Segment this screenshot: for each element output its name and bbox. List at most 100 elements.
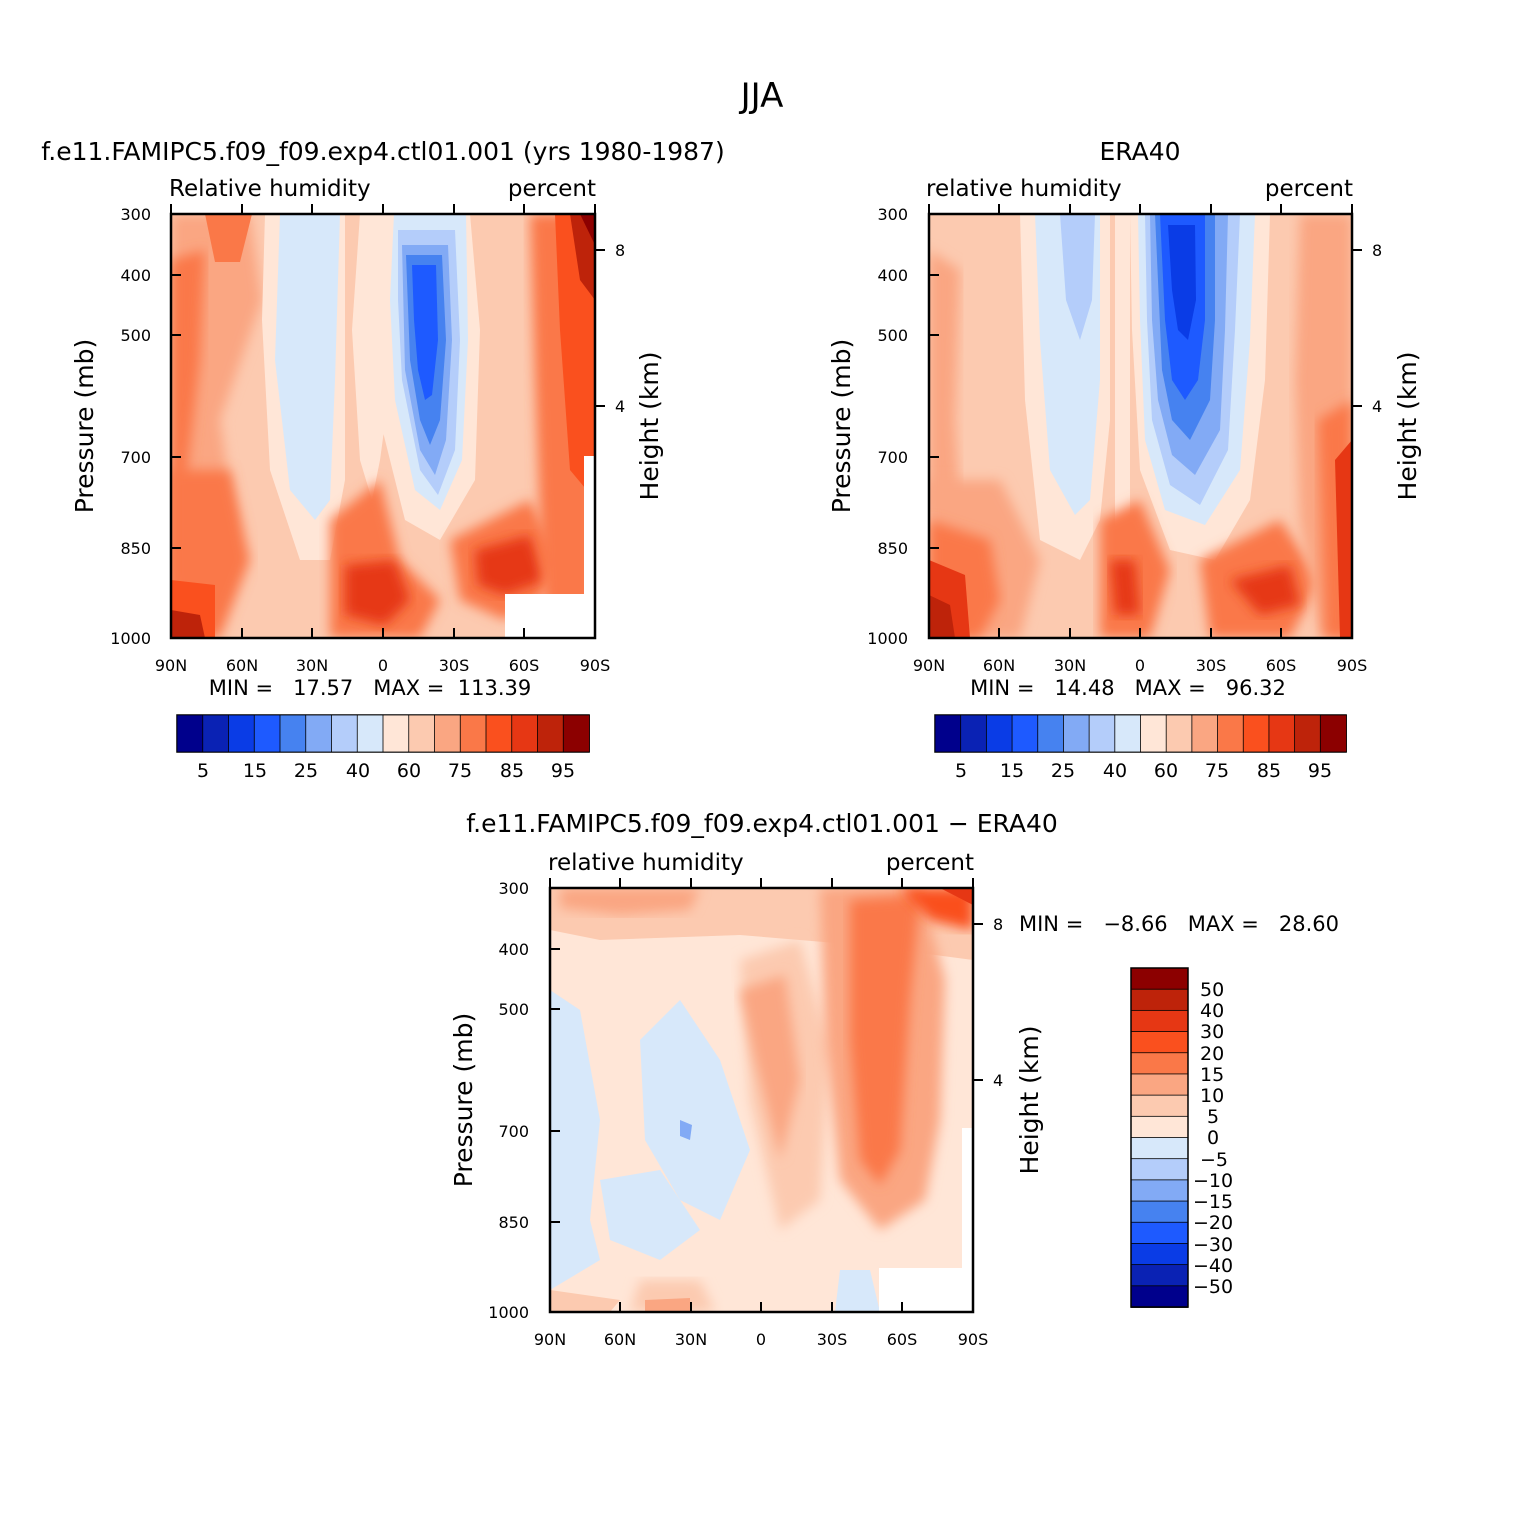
colorbar-label: 25	[1051, 760, 1075, 782]
colorbar-cell	[485, 714, 513, 753]
tick-label: 30S	[1196, 656, 1227, 675]
colorbar-cell	[537, 714, 565, 753]
tick-label: 400	[877, 266, 908, 285]
colorbar-label: 40	[1103, 760, 1127, 782]
panel-era40-field	[929, 214, 1352, 638]
colorbar-cell	[1130, 1179, 1189, 1202]
tick-label: 0	[1135, 656, 1145, 675]
tick-label: 850	[498, 1213, 529, 1232]
colorbar-label: −10	[1193, 1170, 1233, 1192]
colorbar-cell	[1130, 1115, 1189, 1139]
panel-difference-axes	[549, 878, 983, 1312]
colorbar-label: 85	[500, 760, 524, 782]
colorbar-cell	[356, 714, 384, 753]
colorbar-cell	[1217, 714, 1245, 753]
colorbar-cell	[1268, 714, 1296, 753]
tick-label: 300	[120, 205, 151, 224]
colorbar-label: −5	[1200, 1149, 1228, 1171]
tick-label: 1000	[867, 629, 908, 648]
min-max-text: MIN = 14.48 MAX = 96.32	[970, 676, 1286, 700]
colorbar-label: −50	[1193, 1276, 1233, 1298]
tick-label: 400	[498, 940, 529, 959]
colorbar-cell	[1130, 1031, 1189, 1054]
tick-label: 30N	[296, 656, 328, 675]
colorbar-label: 95	[1308, 760, 1332, 782]
tick-label: 30N	[675, 1330, 707, 1349]
colorbar-cell	[305, 714, 333, 753]
panel-model-right-label: percent	[508, 176, 596, 202]
figure-title: JJA	[739, 76, 784, 116]
min-max-text: MIN = −8.66 MAX = 28.60	[1019, 912, 1339, 936]
colorbar-cell	[1294, 714, 1322, 753]
tick-label: 700	[877, 448, 908, 467]
colorbar-cell	[202, 714, 230, 753]
tick-label: 0	[756, 1330, 766, 1349]
tick-label: 30S	[817, 1330, 848, 1349]
colorbar-cell	[382, 714, 410, 753]
colorbar-cell	[253, 714, 281, 753]
panel-difference-field	[550, 888, 973, 1312]
colorbar-cell	[1242, 714, 1270, 753]
colorbar-cell	[1130, 1200, 1189, 1224]
colorbar-label: 25	[294, 760, 318, 782]
colorbar-label: 60	[397, 760, 421, 782]
panel-difference: f.e11.FAMIPC5.f09_f09.exp4.ctl01.001 − E…	[449, 809, 1339, 1349]
tick-label: 0	[378, 656, 388, 675]
colorbar-label: 75	[448, 760, 472, 782]
colorbar-cell	[1130, 1137, 1189, 1160]
min-max-text: MIN = 17.57 MAX = 113.39	[209, 676, 531, 700]
tick-label: 30S	[439, 656, 470, 675]
tick-label: 60S	[1266, 656, 1297, 675]
colorbar-cell	[1037, 714, 1065, 753]
colorbar	[934, 714, 1347, 753]
tick-label: 4	[993, 1071, 1003, 1090]
tick-label: 60S	[887, 1330, 918, 1349]
panel-model-title: f.e11.FAMIPC5.f09_f09.exp4.ctl01.001 (yr…	[41, 137, 724, 166]
tick-label: 300	[498, 879, 529, 898]
colorbar-label: 5	[197, 760, 209, 782]
colorbar-label: 30	[1200, 1021, 1224, 1043]
tick-label: 700	[498, 1122, 529, 1141]
tick-label: 60N	[983, 656, 1015, 675]
colorbar	[1130, 967, 1189, 1308]
colorbar-cell	[1130, 967, 1189, 991]
colorbar-label: 15	[1200, 1064, 1224, 1086]
tick-label: 300	[877, 205, 908, 224]
y-axis-label: Pressure (mb)	[70, 339, 99, 513]
colorbar-cell	[1063, 714, 1091, 753]
colorbar-label: 10	[1200, 1085, 1224, 1107]
colorbar-label: 40	[346, 760, 370, 782]
panel-model-left-label: Relative humidity	[169, 176, 371, 202]
colorbar-label: 85	[1257, 760, 1281, 782]
tick-label: 90N	[534, 1330, 566, 1349]
colorbar-label: 15	[243, 760, 267, 782]
colorbar-label: −40	[1193, 1255, 1233, 1277]
colorbar-label: 5	[1207, 1106, 1219, 1128]
colorbar-cell	[434, 714, 462, 753]
colorbar-cell	[1130, 1243, 1189, 1266]
colorbar-label: 50	[1200, 979, 1224, 1001]
panel-era40-right-label: percent	[1265, 176, 1353, 202]
colorbar-label: 60	[1154, 760, 1178, 782]
tick-label: 4	[1372, 397, 1382, 416]
colorbar-cell	[960, 714, 988, 753]
colorbar-cell	[511, 714, 539, 753]
colorbar-cell	[1011, 714, 1039, 753]
colorbar-label: 5	[955, 760, 967, 782]
panel-era40-title: ERA40	[1099, 137, 1180, 166]
tick-label: 1000	[488, 1303, 529, 1322]
tick-label: 90N	[155, 656, 187, 675]
panel-model: f.e11.FAMIPC5.f09_f09.exp4.ctl01.001 (yr…	[41, 137, 724, 782]
colorbar-cell	[1130, 1094, 1189, 1118]
colorbar-cell	[1319, 714, 1347, 753]
colorbar-cell	[1088, 714, 1116, 753]
colorbar-cell	[1140, 714, 1168, 753]
tick-label: 60S	[509, 656, 540, 675]
colorbar-cell	[176, 714, 204, 753]
colorbar-label: 20	[1200, 1043, 1224, 1065]
y2-axis-label: Height (km)	[1015, 1026, 1044, 1175]
colorbar-cell	[985, 714, 1013, 753]
colorbar-label: −15	[1193, 1191, 1233, 1213]
tick-label: 90S	[580, 656, 611, 675]
colorbar-cell	[1114, 714, 1142, 753]
